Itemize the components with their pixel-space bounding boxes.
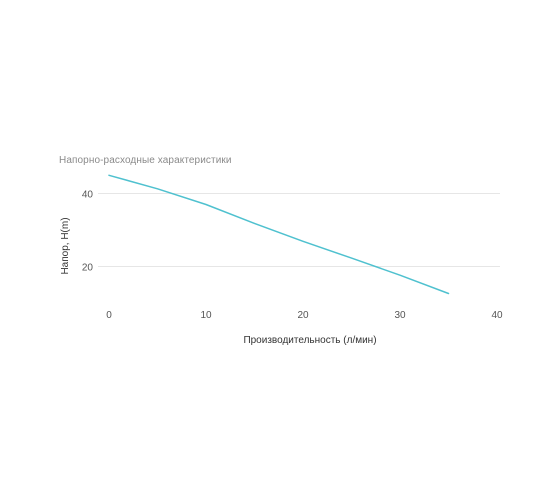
series-line-0 xyxy=(108,174,450,295)
y-tick-label: 20 xyxy=(82,262,94,273)
x-tick-labels: 0 10 20 30 40 xyxy=(106,310,503,321)
x-tick-label: 10 xyxy=(200,310,212,321)
x-tick-label: 20 xyxy=(297,310,309,321)
x-axis-label: Производительность (л/мин) xyxy=(243,335,376,346)
series-lines xyxy=(108,174,450,295)
chart-title: Напорно-расходные характеристики xyxy=(59,155,232,166)
x-tick-label: 30 xyxy=(394,310,406,321)
grid-lines xyxy=(98,193,500,267)
y-axis-label: Напор, H(m) xyxy=(60,217,71,274)
x-tick-label: 40 xyxy=(491,310,503,321)
y-tick-label: 40 xyxy=(82,190,94,201)
x-tick-label: 0 xyxy=(106,310,112,321)
